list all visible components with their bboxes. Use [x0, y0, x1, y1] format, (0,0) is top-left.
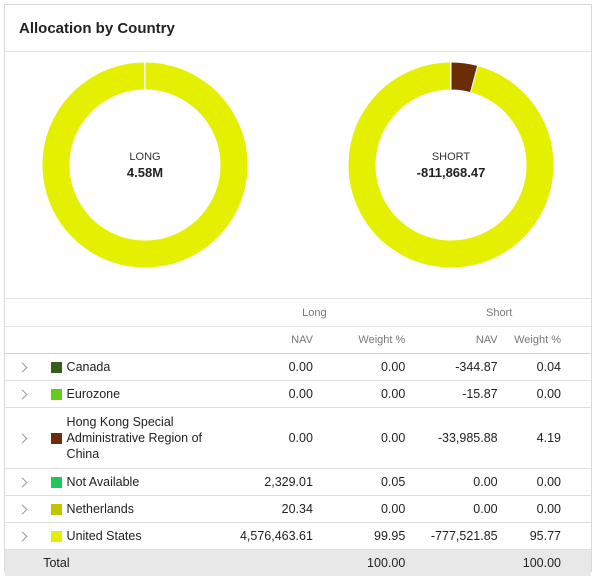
table-row[interactable]: Netherlands 20.34 0.00 0.00 0.00 [5, 495, 591, 523]
long-slice-united-states[interactable] [41, 61, 249, 269]
long-nav-cell: 0.00 [221, 407, 315, 469]
country-name: Netherlands [66, 495, 222, 523]
country-name: Hong Kong Special Administrative Region … [66, 407, 222, 469]
short-nav-header[interactable]: NAV [407, 326, 500, 354]
country-name: Canada [66, 353, 222, 381]
short-weight-cell: 0.00 [499, 495, 591, 523]
long-weight-cell: 99.95 [314, 522, 408, 550]
long-nav-cell: 0.00 [221, 380, 315, 408]
short-weight-header[interactable]: Weight % [499, 326, 591, 354]
color-swatch-cell [43, 380, 67, 408]
table-row[interactable]: Hong Kong Special Administrative Region … [5, 407, 591, 469]
color-swatch-cell [43, 495, 67, 523]
legend-swatch [51, 531, 63, 543]
color-swatch-cell [43, 407, 67, 469]
short-slice-united-states[interactable] [347, 61, 555, 269]
color-swatch-cell [43, 468, 67, 496]
allocation-panel: Allocation by Country LONG 4.58M SHORT -… [4, 4, 592, 576]
legend-swatch [51, 389, 63, 401]
country-name: United States [66, 522, 222, 550]
short-chart-label: SHORT [431, 150, 471, 163]
chevron-right-icon[interactable] [17, 504, 28, 515]
long-weight-header[interactable]: Weight % [314, 326, 408, 354]
table-row[interactable]: Canada 0.00 0.00 -344.87 0.04 [5, 353, 591, 381]
short-chart-value: -811,868.47 [416, 164, 486, 180]
short-nav-cell: 0.00 [407, 495, 500, 523]
long-weight-cell: 0.00 [314, 495, 408, 523]
total-label: Total [43, 549, 222, 576]
country-name: Not Available [66, 468, 222, 496]
short-donut-chart[interactable]: SHORT -811,868.47 [346, 60, 556, 270]
panel-header: Allocation by Country [5, 5, 591, 52]
chevron-right-icon[interactable] [17, 531, 28, 542]
total-short-weight: 100.00 [499, 549, 591, 576]
expand-toggle[interactable] [5, 522, 44, 550]
short-weight-cell: 95.77 [499, 522, 591, 550]
short-nav-cell: 0.00 [407, 468, 500, 496]
short-nav-cell: -344.87 [407, 353, 500, 381]
expand-toggle[interactable] [5, 495, 44, 523]
table-row[interactable]: United States 4,576,463.61 99.95 -777,521.8… [5, 522, 591, 550]
panel-title: Allocation by Country [19, 19, 175, 37]
country-name: Eurozone [66, 380, 222, 408]
long-group-header: Long [221, 299, 408, 327]
column-header-row: NAV Weight % NAV Weight % [5, 326, 591, 354]
long-weight-cell: 0.00 [314, 353, 408, 381]
long-chart-value: 4.58M [126, 164, 164, 180]
chevron-right-icon[interactable] [17, 477, 28, 488]
legend-swatch [51, 504, 63, 516]
total-row: Total 100.00 100.00 [5, 549, 591, 576]
allocation-table: Long Short NAV Weight % NAV Weight % Can… [5, 299, 591, 576]
long-nav-cell: 2,329.01 [221, 468, 315, 496]
charts-area: LONG 4.58M SHORT -811,868.47 [5, 52, 591, 299]
long-donut-svg [41, 61, 249, 269]
legend-swatch [51, 477, 63, 489]
color-swatch-cell [43, 522, 67, 550]
legend-swatch [51, 362, 63, 374]
color-swatch-cell [43, 353, 67, 381]
long-weight-cell: 0.05 [314, 468, 408, 496]
long-weight-cell: 0.00 [314, 407, 408, 469]
short-group-header: Short [407, 299, 591, 327]
chevron-right-icon[interactable] [17, 433, 28, 444]
expand-toggle[interactable] [5, 380, 44, 408]
table-row[interactable]: Not Available 2,329.01 0.05 0.00 0.00 [5, 468, 591, 496]
expand-toggle[interactable] [5, 353, 44, 381]
long-nav-cell: 20.34 [221, 495, 315, 523]
long-nav-cell: 0.00 [221, 353, 315, 381]
short-nav-cell: -777,521.85 [407, 522, 500, 550]
total-long-weight: 100.00 [314, 549, 408, 576]
legend-swatch [51, 433, 63, 445]
group-header-row: Long Short [5, 299, 591, 327]
chevron-right-icon[interactable] [17, 362, 28, 373]
expand-toggle[interactable] [5, 468, 44, 496]
chevron-right-icon[interactable] [17, 389, 28, 400]
long-nav-header[interactable]: NAV [221, 326, 315, 354]
expand-toggle[interactable] [5, 407, 44, 469]
short-donut-svg [347, 61, 555, 269]
short-weight-cell: 0.00 [499, 468, 591, 496]
short-weight-cell: 4.19 [499, 407, 591, 469]
short-nav-cell: -33,985.88 [407, 407, 500, 469]
long-donut-chart[interactable]: LONG 4.58M [40, 60, 250, 270]
short-weight-cell: 0.04 [499, 353, 591, 381]
short-nav-cell: -15.87 [407, 380, 500, 408]
long-nav-cell: 4,576,463.61 [221, 522, 315, 550]
long-weight-cell: 0.00 [314, 380, 408, 408]
long-chart-label: LONG [129, 150, 161, 163]
short-weight-cell: 0.00 [499, 380, 591, 408]
table-row[interactable]: Eurozone 0.00 0.00 -15.87 0.00 [5, 380, 591, 408]
